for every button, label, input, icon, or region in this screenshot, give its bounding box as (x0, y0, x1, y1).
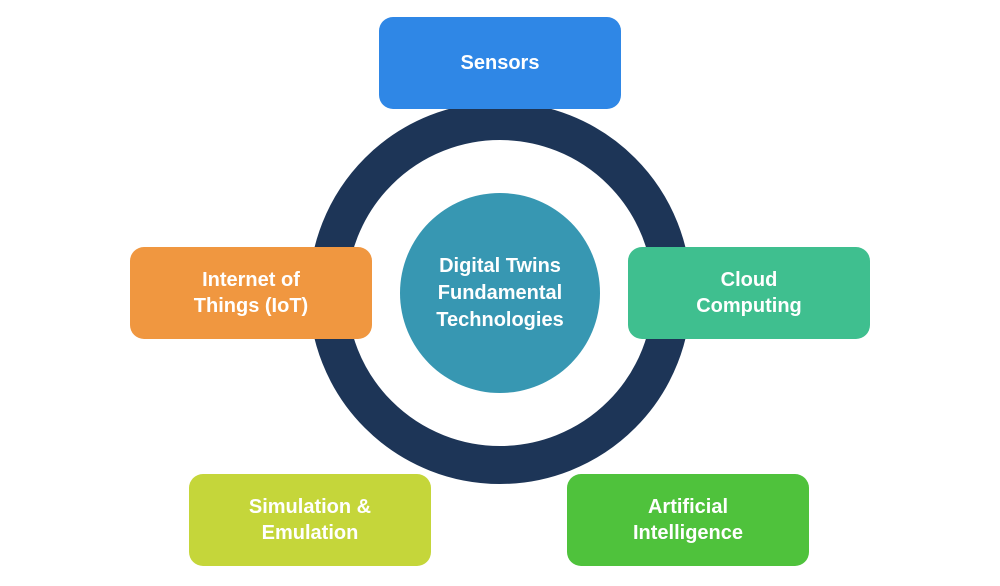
node-label: Cloud Computing (696, 267, 802, 319)
node-iot: Internet of Things (IoT) (130, 247, 372, 339)
node-sensors: Sensors (379, 17, 621, 109)
center-label: Digital Twins Fundamental Technologies (436, 253, 563, 334)
digital-twins-diagram: Digital Twins Fundamental Technologies S… (0, 0, 1000, 586)
node-label: Sensors (461, 50, 540, 76)
node-label: Simulation & Emulation (249, 494, 371, 546)
node-cloud: Cloud Computing (628, 247, 870, 339)
center-circle: Digital Twins Fundamental Technologies (400, 193, 600, 393)
node-label: Internet of Things (IoT) (194, 267, 308, 319)
node-simulation: Simulation & Emulation (189, 474, 431, 566)
node-label: Artificial Intelligence (633, 494, 743, 546)
node-ai: Artificial Intelligence (567, 474, 809, 566)
